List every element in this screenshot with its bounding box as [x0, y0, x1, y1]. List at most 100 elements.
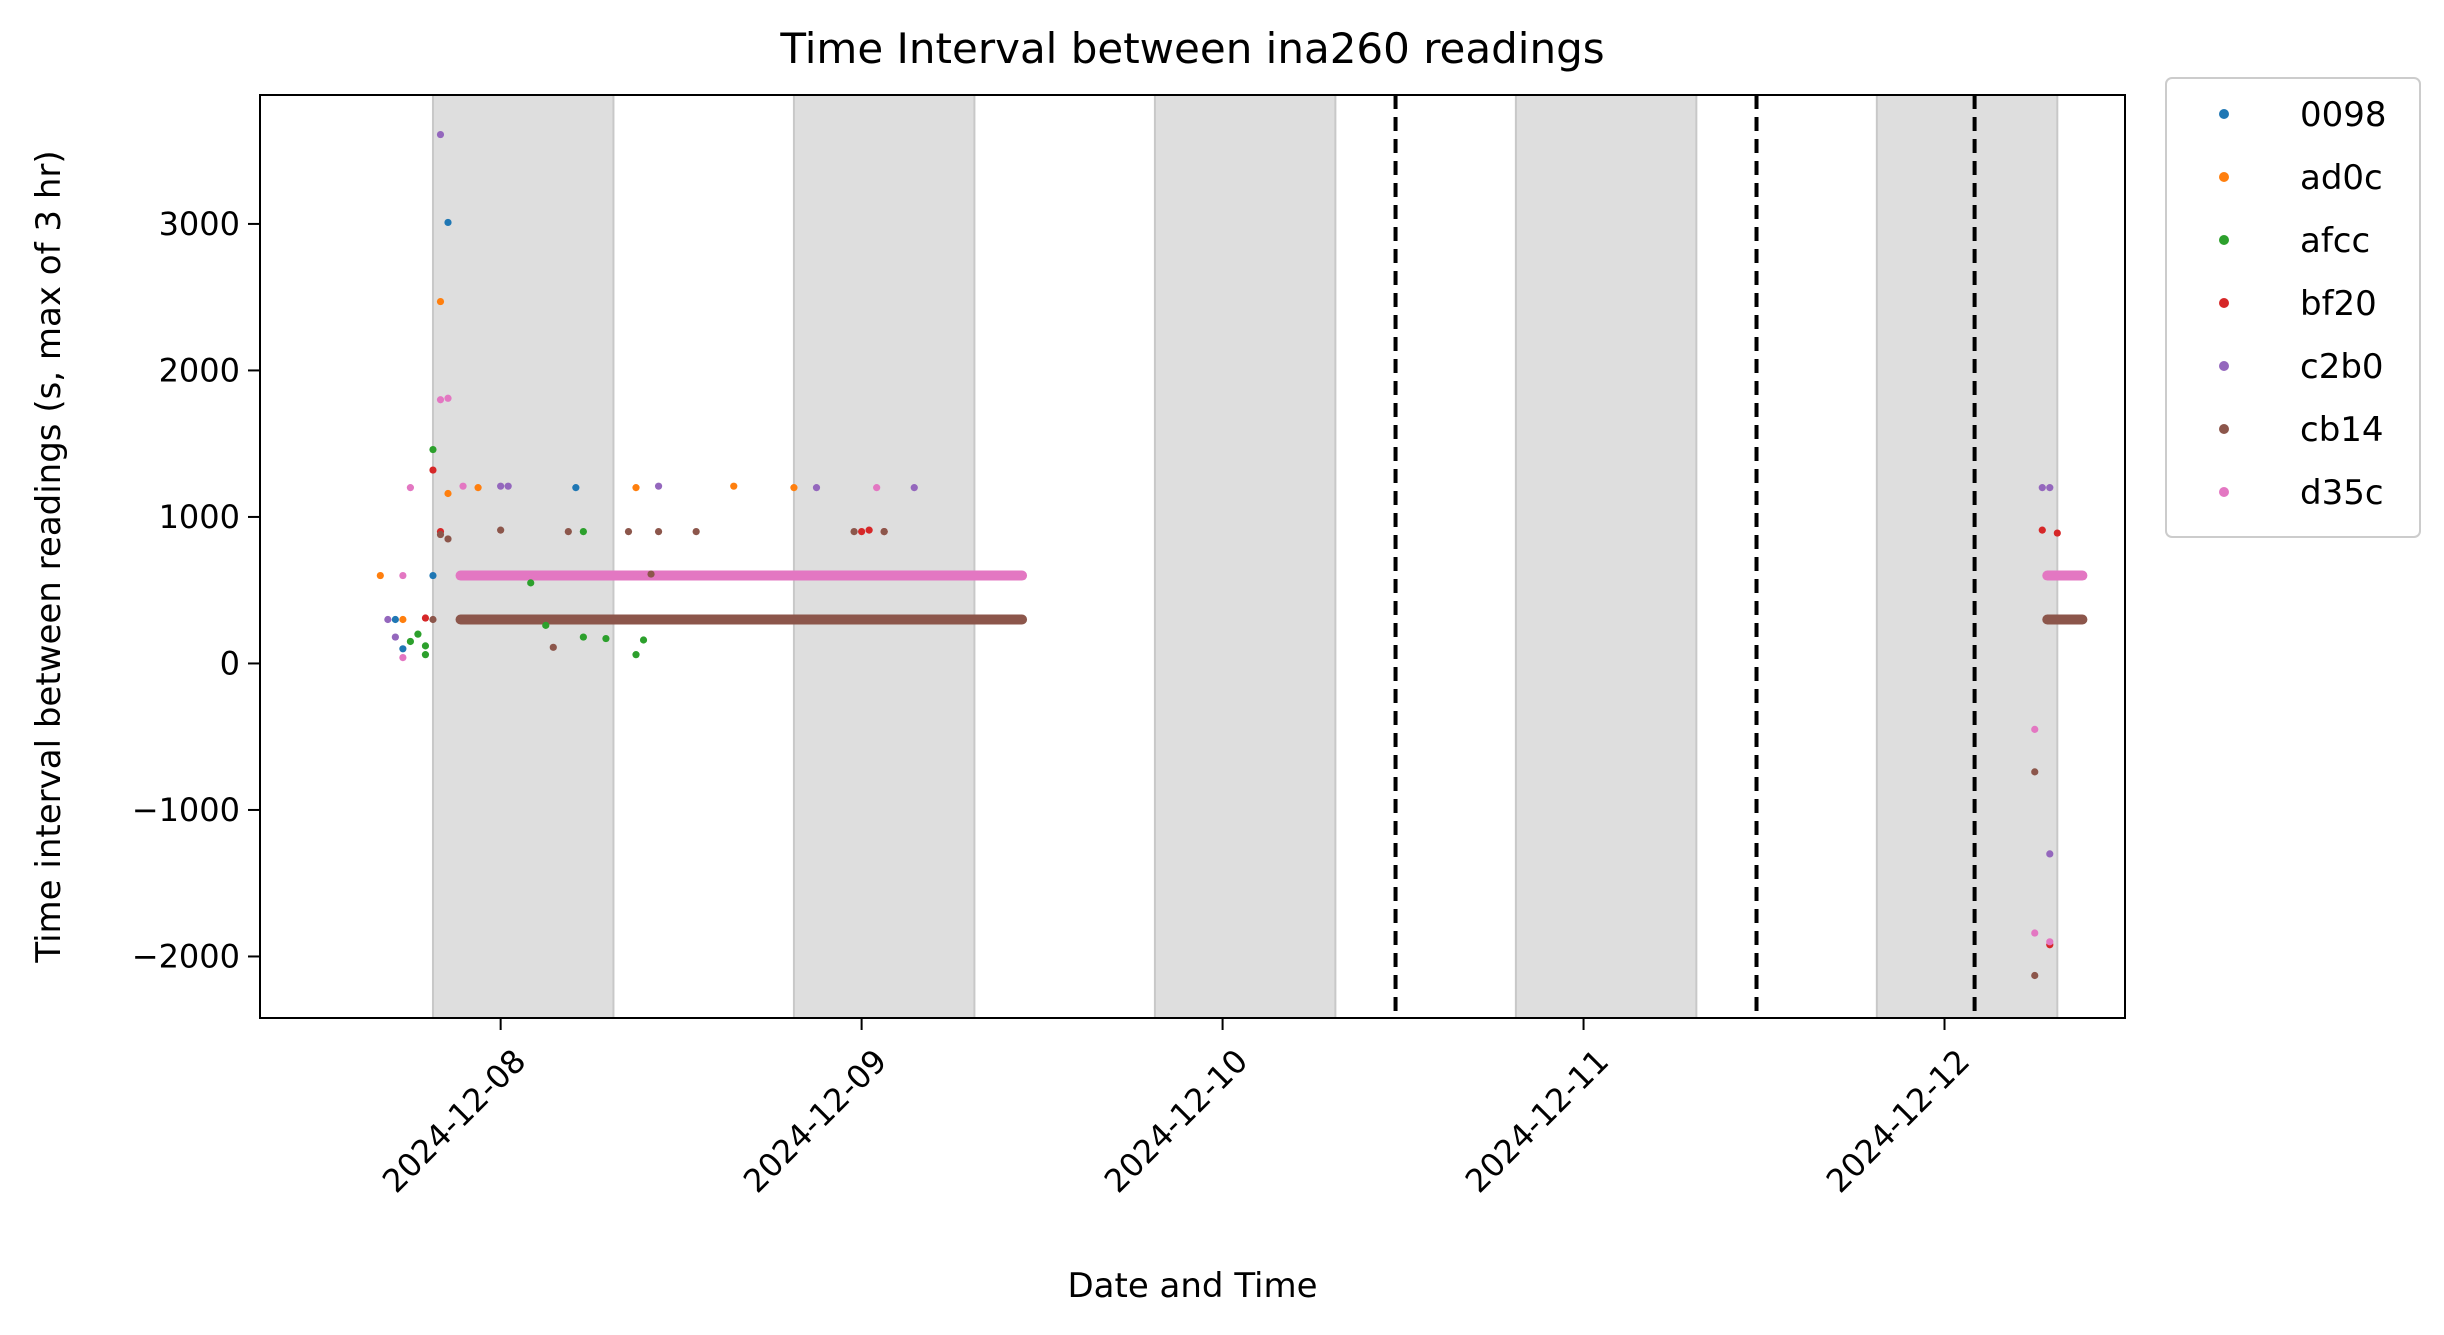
y-tick-label: 1000	[159, 498, 240, 536]
y-tick-label: 2000	[159, 351, 240, 389]
y-tick-label: 0	[220, 644, 240, 682]
point-d35c	[2031, 929, 2039, 937]
legend-marker-ad0c	[2219, 172, 2229, 182]
legend-marker-afcc	[2219, 235, 2229, 245]
point-c2b0	[910, 484, 918, 492]
point-ad0c	[730, 482, 738, 490]
point-d35c	[2031, 725, 2039, 733]
point-cb14	[624, 527, 633, 536]
shaded-regions	[431, 94, 2059, 1019]
band-cb14-2	[455, 614, 1028, 625]
point-ad0c	[474, 484, 482, 492]
point-cb14	[647, 570, 655, 578]
point-0098	[572, 484, 580, 492]
point-cb14	[564, 527, 572, 536]
legend-marker-c2b0	[2219, 361, 2229, 371]
legend-label-ad0c: ad0c	[2300, 158, 2383, 198]
point-cb14	[880, 527, 888, 536]
series-afcc	[406, 445, 648, 659]
point-cb14	[2031, 971, 2039, 980]
series-d35c	[399, 394, 2054, 946]
point-d35c	[873, 484, 881, 492]
series-0098	[391, 218, 580, 653]
point-0098	[399, 645, 407, 653]
point-c2b0	[504, 482, 512, 490]
point-afcc	[579, 633, 587, 641]
point-afcc	[406, 637, 415, 646]
y-tick-label: −2000	[132, 937, 240, 975]
y-axis-label: Time interval between readings (s, max o…	[29, 150, 69, 963]
point-c2b0	[384, 615, 392, 624]
chart-title: Time Interval between ina260 readings	[779, 24, 1604, 73]
point-d35c	[632, 570, 640, 578]
point-cb14	[549, 643, 557, 651]
legend-label-afcc: afcc	[2300, 221, 2370, 261]
point-cb14	[692, 527, 700, 536]
point-c2b0	[497, 482, 505, 490]
point-c2b0	[391, 633, 399, 641]
point-c2b0	[2046, 484, 2054, 492]
point-c2b0	[2038, 484, 2046, 492]
point-cb14	[654, 527, 663, 536]
point-bf20	[2053, 529, 2061, 537]
point-afcc	[421, 651, 430, 659]
shaded-region-3	[1153, 94, 1337, 1019]
point-afcc	[632, 651, 640, 659]
legend-marker-bf20	[2219, 298, 2229, 308]
point-d35c	[2046, 938, 2054, 946]
series-bf20	[421, 466, 2061, 949]
point-cb14	[850, 527, 858, 536]
point-bf20	[865, 526, 873, 534]
point-0098	[429, 571, 437, 580]
point-cb14	[444, 535, 452, 543]
point-cb14	[2031, 768, 2039, 776]
point-ad0c	[399, 615, 407, 624]
series-c2b0	[384, 130, 2054, 858]
point-d35c	[444, 394, 452, 402]
shaded-region-2	[792, 94, 976, 1019]
point-0098	[391, 615, 399, 624]
legend-label-d35c: d35c	[2300, 473, 2384, 513]
band-d35c-3	[2042, 570, 2088, 581]
point-d35c	[406, 484, 415, 492]
point-d35c	[436, 396, 445, 404]
legend-marker-d35c	[2219, 487, 2229, 497]
point-afcc	[579, 527, 587, 536]
band-d35c-1	[455, 570, 1028, 581]
y-tick-label: 3000	[159, 205, 240, 243]
point-ad0c	[632, 484, 640, 492]
series-ad0c	[376, 297, 798, 624]
band-cb14-4	[2042, 614, 2088, 625]
point-afcc	[602, 634, 610, 643]
legend-marker-0098	[2219, 109, 2229, 119]
point-afcc	[414, 630, 422, 638]
point-d35c	[399, 653, 407, 662]
shaded-region-4	[1514, 94, 1698, 1019]
point-afcc	[639, 636, 648, 644]
point-c2b0	[654, 482, 663, 490]
point-c2b0	[812, 484, 821, 492]
legend-label-cb14: cb14	[2300, 410, 2384, 450]
point-ad0c	[376, 571, 384, 580]
y-axis: −2000 −1000 0 1000 2000 3000	[132, 205, 260, 975]
y-tick-label: −1000	[132, 791, 240, 829]
point-d35c	[399, 571, 407, 580]
point-ad0c	[790, 484, 798, 492]
point-afcc	[527, 579, 535, 587]
legend-label-c2b0: c2b0	[2300, 347, 2384, 387]
point-0098	[444, 218, 452, 227]
point-c2b0	[436, 130, 445, 139]
point-ad0c	[436, 297, 445, 306]
dense-bands	[455, 570, 2088, 625]
point-cb14	[429, 615, 437, 624]
point-bf20	[429, 466, 437, 474]
legend-label-bf20: bf20	[2300, 284, 2377, 324]
plot-area	[259, 94, 2126, 1019]
legend: 0098 ad0c afcc bf20 c2b0 cb14 d35c	[2165, 77, 2421, 538]
x-axis-label: Date and Time	[1067, 1266, 1317, 1306]
point-cb14	[497, 526, 505, 534]
series-cb14	[429, 526, 2039, 980]
point-c2b0	[2046, 850, 2054, 858]
point-ad0c	[444, 489, 452, 498]
legend-label-0098: 0098	[2300, 95, 2387, 135]
